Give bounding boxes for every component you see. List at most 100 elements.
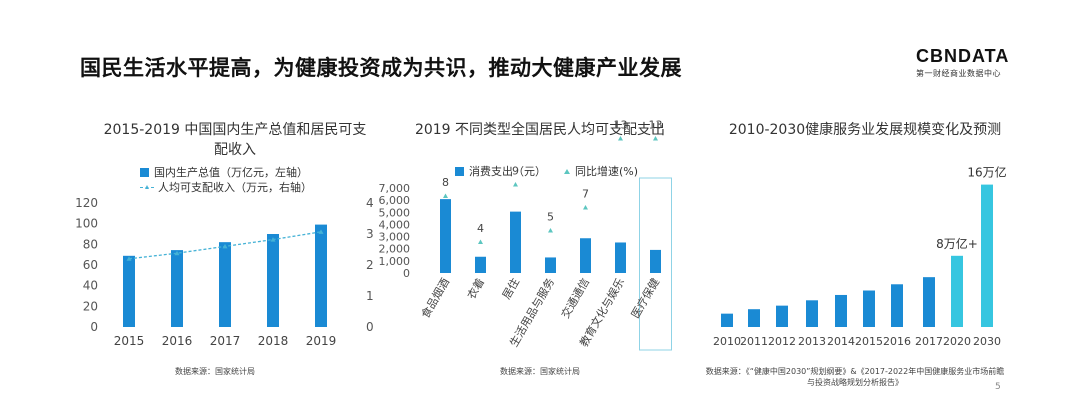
- growth-label: 4: [477, 222, 484, 235]
- gdp-bar: [219, 242, 231, 327]
- x-tick-label: 2015: [114, 334, 145, 348]
- spend-bar: [650, 249, 661, 273]
- x-tick-label: 2016: [162, 334, 193, 348]
- chart2-title: 2019 不同类型全国居民人均可支配支出: [414, 122, 666, 138]
- y-left-tick-label: 120: [75, 196, 98, 210]
- gdp-bar: [171, 250, 183, 327]
- growth-marker: [653, 136, 658, 141]
- chart2-legend-spend: 消费支出（元）: [469, 165, 546, 178]
- y-right-tick-label: 1: [366, 289, 374, 303]
- y-left-tick-label: 4,000: [379, 218, 411, 231]
- y-left-tick-label: 7,000: [379, 182, 411, 195]
- y-left-tick-label: 6,000: [379, 194, 411, 207]
- growth-marker: [478, 239, 483, 244]
- chart2-source: 数据来源：国家统计局: [500, 367, 580, 376]
- chart2-legend: 消费支出（元） 同比增速(%): [455, 164, 638, 179]
- y-right-tick-label: 3: [366, 227, 374, 241]
- page-title: 国民生活水平提高，为健康投资成为共识，推动大健康产业发展: [80, 56, 682, 80]
- chart1-legend: 国内生产总值（万亿元，左轴） 人均可支配收入（万元，右轴）: [140, 165, 312, 195]
- y-left-tick-label: 80: [83, 237, 98, 251]
- growth-marker: [513, 182, 518, 187]
- chart2-legend-growth: 同比增速(%): [575, 165, 639, 178]
- y-left-tick-label: 5,000: [379, 206, 411, 219]
- chart3-title: 2010-2030健康服务业发展规模变化及预测: [728, 122, 1002, 138]
- x-tick-label: 2012: [768, 335, 796, 348]
- legend-line-swatch: [140, 185, 154, 189]
- highlight-frame: [639, 177, 672, 351]
- spend-bar: [475, 256, 486, 273]
- x-tick-label: 衣着: [464, 276, 487, 302]
- gdp-bar: [267, 234, 279, 327]
- y-left-tick-label: 1,000: [379, 255, 411, 268]
- y-left-tick-label: 40: [83, 279, 98, 293]
- legend-marker-swatch: [564, 169, 570, 174]
- x-tick-label: 2010: [713, 335, 741, 348]
- x-tick-label: 2030: [973, 335, 1001, 348]
- x-tick-label: 2016: [883, 335, 911, 348]
- growth-marker: [618, 136, 623, 141]
- x-tick-label: 交通通信: [558, 276, 592, 321]
- x-tick-label: 医疗保健: [628, 276, 662, 321]
- x-tick-label: 2020: [943, 335, 971, 348]
- scale-bar: [776, 305, 788, 327]
- x-tick-label: 2015: [855, 335, 883, 348]
- y-left-tick-label: 0: [403, 267, 410, 280]
- spend-bar: [545, 257, 556, 273]
- y-left-tick-label: 60: [83, 258, 98, 272]
- y-left-tick-label: 3,000: [379, 231, 411, 244]
- growth-marker: [443, 193, 448, 198]
- growth-label: 9: [512, 165, 519, 178]
- logo-wordmark: CBNDATA: [916, 46, 1010, 66]
- scale-bar: [891, 284, 903, 327]
- spend-bar: [510, 211, 521, 273]
- x-tick-label: 2018: [258, 334, 289, 348]
- x-tick-label: 2013: [798, 335, 826, 348]
- x-tick-label: 居住: [499, 276, 522, 302]
- growth-label: 13: [614, 119, 628, 132]
- growth-label: 5: [547, 211, 554, 224]
- y-left-tick-label: 2,000: [379, 243, 411, 256]
- y-left-tick-label: 0: [90, 320, 98, 334]
- growth-label: 13: [649, 119, 663, 132]
- cbndata-logo: CBNDATA 第一财经商业数据中心: [916, 46, 1016, 79]
- legend-bar-swatch: [140, 168, 149, 177]
- spend-bar: [580, 238, 591, 273]
- x-tick-label: 2017: [210, 334, 241, 348]
- chart1-legend-gdp: 国内生产总值（万亿元，左轴）: [154, 166, 308, 179]
- y-right-tick-label: 2: [366, 258, 374, 272]
- y-right-tick-label: 0: [366, 320, 374, 334]
- legend-bar-swatch: [455, 167, 464, 176]
- gdp-bar: [315, 224, 327, 327]
- y-right-tick-label: 4: [366, 196, 374, 210]
- scale-bar: [748, 309, 760, 327]
- scale-bar: [806, 300, 818, 327]
- chart1-source: 数据来源：国家统计局: [175, 367, 255, 376]
- x-tick-label: 2017: [915, 335, 943, 348]
- scale-bar: [981, 184, 993, 327]
- logo-tagline: 第一财经商业数据中心: [916, 69, 1001, 78]
- y-left-tick-label: 20: [83, 299, 98, 313]
- income-point: [318, 229, 324, 234]
- y-left-tick-label: 100: [75, 217, 98, 231]
- value-annotation: 8万亿+: [936, 236, 978, 251]
- growth-marker: [548, 228, 553, 233]
- income-point: [126, 256, 132, 261]
- page-number: 5: [995, 382, 1001, 392]
- income-point: [270, 237, 276, 242]
- x-tick-label: 2011: [740, 335, 768, 348]
- chart1-title: 2015-2019 中国国内生产总值和居民可支配收入: [103, 122, 367, 158]
- scale-bar: [835, 294, 847, 327]
- x-tick-label: 2019: [306, 334, 337, 348]
- gdp-bar: [123, 255, 135, 327]
- growth-label: 7: [582, 188, 589, 201]
- chart1-legend-income: 人均可支配收入（万元，右轴）: [158, 181, 312, 194]
- spend-bar: [440, 199, 451, 273]
- growth-marker: [583, 205, 588, 210]
- income-point: [222, 243, 228, 249]
- scale-bar: [951, 255, 963, 327]
- value-annotation: 16万亿: [967, 165, 1006, 180]
- scale-bar: [923, 277, 935, 327]
- scale-bar: [721, 313, 733, 327]
- spend-bar: [615, 242, 626, 273]
